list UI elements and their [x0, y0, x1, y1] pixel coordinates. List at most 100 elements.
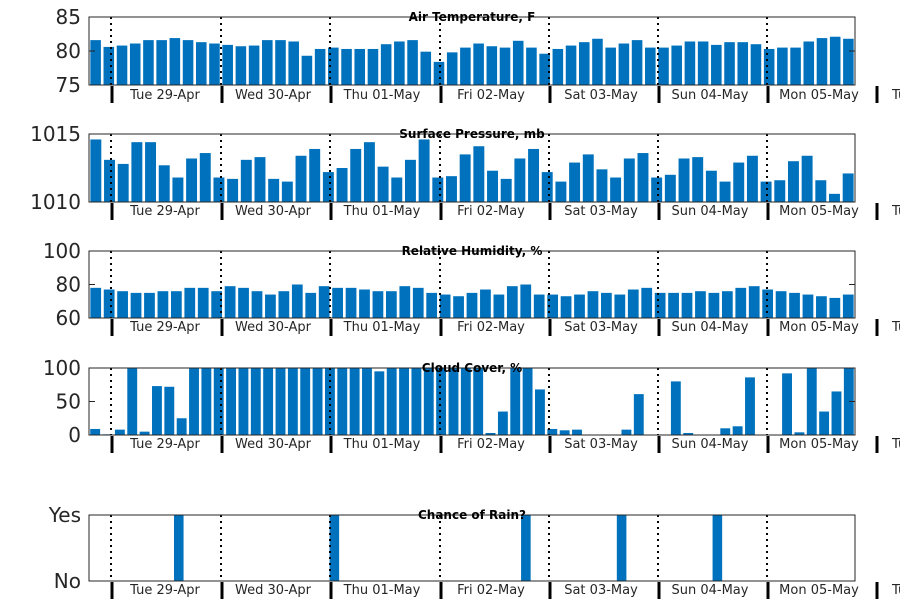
relative-humidity-bar	[735, 287, 747, 318]
day-label: Tue 29-Apr	[129, 583, 200, 598]
surface-pressure-mb-bar	[309, 148, 321, 202]
surface-pressure-mb-bar	[172, 177, 184, 202]
air-temperature-f-bar	[631, 40, 643, 85]
surface-pressure-mb-bar	[829, 193, 840, 202]
air-temperature-f-bar	[552, 48, 564, 85]
y-tick-label: 100	[43, 239, 81, 263]
surface-pressure-mb-bar	[131, 142, 143, 202]
day-label: Sat 03-May	[564, 320, 638, 335]
cloud-cover-bar	[139, 431, 150, 435]
relative-humidity-bar	[520, 284, 532, 318]
air-temperature-f-bar	[209, 43, 220, 85]
cloud-cover-bar	[337, 368, 348, 435]
air-temperature-f-bar	[195, 42, 207, 85]
air-temperature-f-bar	[565, 45, 577, 85]
day-label: Mon 05-May	[779, 204, 859, 219]
day-label: Mon 05-May	[779, 583, 859, 598]
relative-humidity-bar	[802, 294, 814, 318]
relative-humidity-bar	[224, 286, 236, 318]
relative-humidity-bar	[318, 286, 330, 318]
air-temperature-f-bar	[750, 44, 762, 85]
day-label: Fri 02-May	[457, 437, 525, 452]
air-temperature-f-bar	[512, 40, 524, 85]
chance-of-rain-bar	[521, 515, 531, 581]
relative-humidity-title: Relative Humidity, %	[402, 244, 543, 258]
day-label: Wed 30-Apr	[235, 583, 312, 598]
cloud-cover-bar	[436, 368, 447, 435]
air-temperature-f-bar	[790, 47, 801, 85]
surface-pressure-mb-bar	[404, 159, 416, 202]
cloud-cover-bar	[572, 429, 582, 435]
air-temperature-f-bar	[90, 40, 101, 85]
surface-pressure-mb-bar	[815, 180, 827, 202]
cloud-cover-bar	[201, 368, 212, 435]
cloud-cover-bar	[423, 368, 434, 435]
cloud-cover-bar	[176, 418, 187, 435]
surface-pressure-mb-bar	[596, 169, 608, 202]
air-temperature-f-bar	[314, 48, 326, 85]
air-temperature-f-bar	[407, 40, 418, 85]
surface-pressure-mb-bar	[322, 172, 334, 202]
y-tick-label: 1010	[30, 190, 81, 214]
air-temperature-f-bar	[645, 47, 656, 85]
y-tick-label: 0	[68, 423, 81, 447]
air-temperature-f-bar	[460, 47, 471, 85]
day-label: Tue 29-Apr	[129, 437, 200, 452]
surface-pressure-mb-bar	[391, 177, 403, 202]
air-temperature-f-bar	[605, 47, 616, 85]
day-label: Sat 03-May	[564, 204, 638, 219]
cloud-cover-bar	[90, 428, 101, 435]
surface-pressure-mb-bar	[240, 159, 252, 202]
surface-pressure-mb-bar	[787, 161, 799, 202]
air-temperature-f-bar	[182, 40, 194, 85]
surface-pressure-mb-bar	[528, 148, 540, 202]
day-label: Tu	[891, 437, 900, 452]
air-temperature-f-bar	[539, 53, 550, 85]
relative-humidity-bar	[305, 292, 317, 319]
air-temperature-f-bar	[816, 38, 828, 85]
day-label: Fri 02-May	[457, 583, 525, 598]
air-temperature-f-bar	[328, 47, 339, 85]
surface-pressure-mb-bar	[500, 178, 512, 202]
air-temperature-f-bar	[711, 44, 722, 85]
cloud-cover-bar	[819, 411, 830, 435]
air-temperature-f-bar	[301, 55, 313, 85]
relative-humidity-bar	[251, 291, 263, 318]
surface-pressure-mb-bar	[459, 154, 471, 202]
cloud-cover-bar	[683, 432, 694, 435]
cloud-cover-bar	[473, 368, 484, 435]
cloud-cover-bar	[324, 368, 335, 435]
day-label: Wed 30-Apr	[235, 88, 312, 103]
air-temperature-f-bar	[248, 45, 260, 85]
air-temperature-f-bar	[394, 41, 405, 85]
surface-pressure-mb-axes-box	[88, 133, 856, 203]
surface-pressure-mb-bar	[760, 181, 772, 202]
relative-humidity-bar	[90, 287, 102, 318]
surface-pressure-mb-bar	[664, 174, 676, 202]
cloud-cover-bar	[189, 368, 199, 435]
cloud-cover-bar	[782, 373, 792, 435]
air-temperature-f-bar	[658, 47, 669, 85]
air-temperature-f-title: Air Temperature, F	[409, 10, 536, 24]
surface-pressure-mb-bar	[199, 153, 211, 202]
air-temperature-f-bar	[843, 38, 854, 85]
surface-pressure-mb-bar	[692, 157, 704, 202]
air-temperature-f-bar	[288, 41, 299, 85]
air-temperature-f-bar	[737, 42, 749, 85]
relative-humidity-bar	[601, 292, 612, 319]
surface-pressure-mb-bar	[117, 163, 129, 202]
air-temperature-f-bar	[697, 41, 709, 85]
air-temperature-f-bar	[235, 46, 247, 85]
cloud-cover-bar	[806, 368, 817, 435]
cloud-cover-bar	[238, 368, 249, 435]
air-temperature-f-bar	[275, 40, 286, 85]
cloud-cover-bar	[732, 426, 743, 435]
relative-humidity-bar	[238, 287, 249, 318]
cloud-cover-bar	[843, 368, 854, 435]
relative-humidity-bar	[547, 294, 559, 318]
relative-humidity-bar	[291, 284, 303, 318]
day-label: Mon 05-May	[779, 437, 859, 452]
surface-pressure-mb-bar	[90, 139, 102, 202]
air-temperature-f-bar	[473, 43, 484, 85]
y-tick-label: 80	[56, 39, 81, 63]
